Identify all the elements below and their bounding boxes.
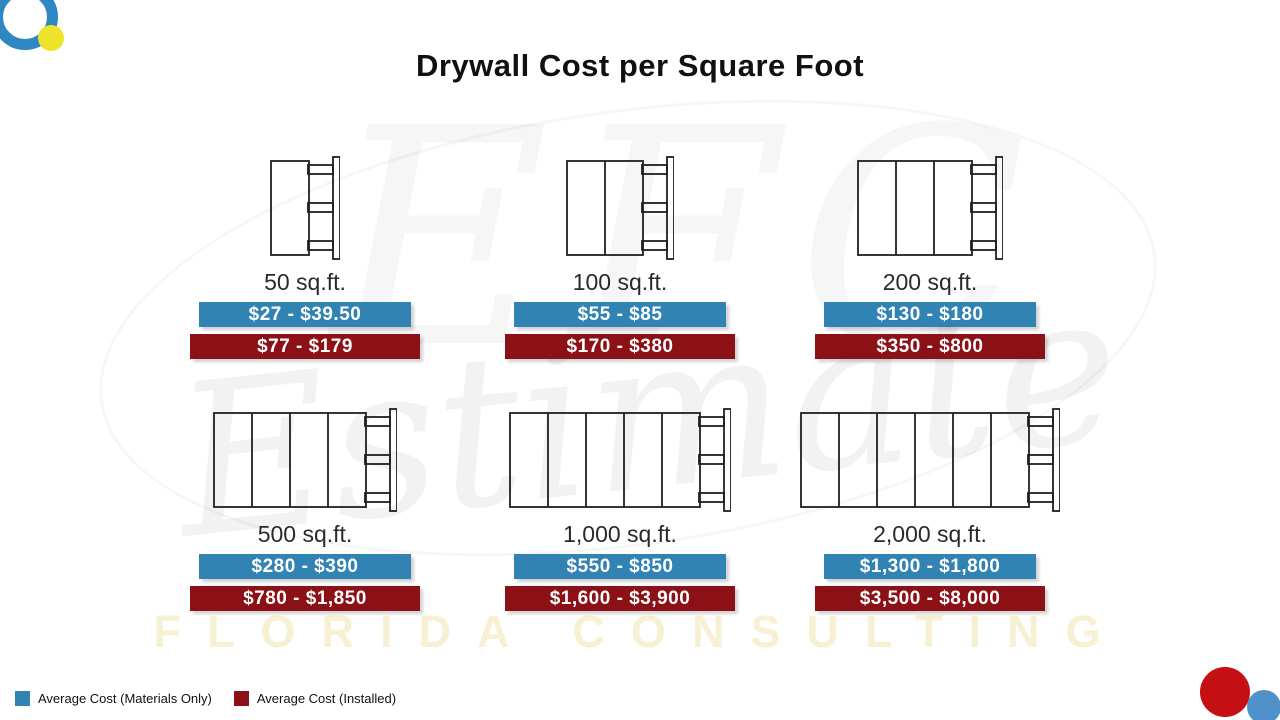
installed-cost-bar: $1,600 - $3,900 (505, 586, 735, 611)
installed-cost-bar: $350 - $800 (815, 334, 1045, 359)
size-label: 50 sq.ft. (264, 269, 346, 295)
installed-swatch-icon (233, 691, 249, 706)
legend-label-materials: Average Cost (Materials Only) (38, 691, 212, 706)
page-title: Drywall Cost per Square Foot (415, 48, 865, 83)
cost-panel-200sqft: 200 sq.ft. $130 - $180 $350 - $800 (775, 148, 1085, 359)
drywall-icon (775, 148, 1085, 260)
materials-cost-bar: $27 - $39.50 (199, 302, 411, 327)
red-circle-icon (1200, 667, 1250, 717)
blue-circle-icon (1247, 690, 1280, 720)
drywall-icon (775, 400, 1085, 512)
size-label: 500 sq.ft. (257, 521, 353, 547)
installed-cost-bar: $780 - $1,850 (190, 586, 420, 611)
cost-panel-50sqft: 50 sq.ft. $27 - $39.50 $77 - $179 (150, 148, 460, 359)
watermark-footer: FLORIDA CONSULTING (153, 606, 1127, 657)
materials-cost-bar: $280 - $390 (199, 554, 411, 579)
cost-panel-100sqft: 100 sq.ft. $55 - $85 $170 - $380 (465, 148, 775, 359)
drywall-icon (150, 400, 460, 512)
drywall-icon (465, 148, 775, 260)
legend-item-installed: Average Cost (Installed) (233, 691, 397, 706)
materials-cost-bar: $55 - $85 (514, 302, 726, 327)
size-label: 100 sq.ft. (572, 269, 668, 295)
legend-label-installed: Average Cost (Installed) (256, 691, 397, 706)
installed-cost-bar: $170 - $380 (505, 334, 735, 359)
materials-swatch-icon (15, 691, 30, 706)
materials-cost-bar: $130 - $180 (824, 302, 1036, 327)
installed-cost-bar: $77 - $179 (190, 334, 420, 359)
legend-item-materials: Average Cost (Materials Only) (15, 691, 212, 706)
size-label: 200 sq.ft. (882, 269, 978, 295)
drywall-icon (465, 400, 775, 512)
drywall-icon (150, 148, 460, 260)
logo-dot-icon (38, 25, 64, 51)
size-label: 1,000 sq.ft. (563, 521, 677, 547)
materials-cost-bar: $1,300 - $1,800 (824, 554, 1036, 579)
size-label: 2,000 sq.ft. (873, 521, 987, 547)
legend: Average Cost (Materials Only) Average Co… (15, 691, 396, 706)
materials-cost-bar: $550 - $850 (514, 554, 726, 579)
cost-panel-500sqft: 500 sq.ft. $280 - $390 $780 - $1,850 (150, 400, 460, 611)
cost-panel-1000sqft: 1,000 sq.ft. $550 - $850 $1,600 - $3,900 (465, 400, 775, 611)
cost-panel-2000sqft: 2,000 sq.ft. $1,300 - $1,800 $3,500 - $8… (775, 400, 1085, 611)
installed-cost-bar: $3,500 - $8,000 (815, 586, 1045, 611)
